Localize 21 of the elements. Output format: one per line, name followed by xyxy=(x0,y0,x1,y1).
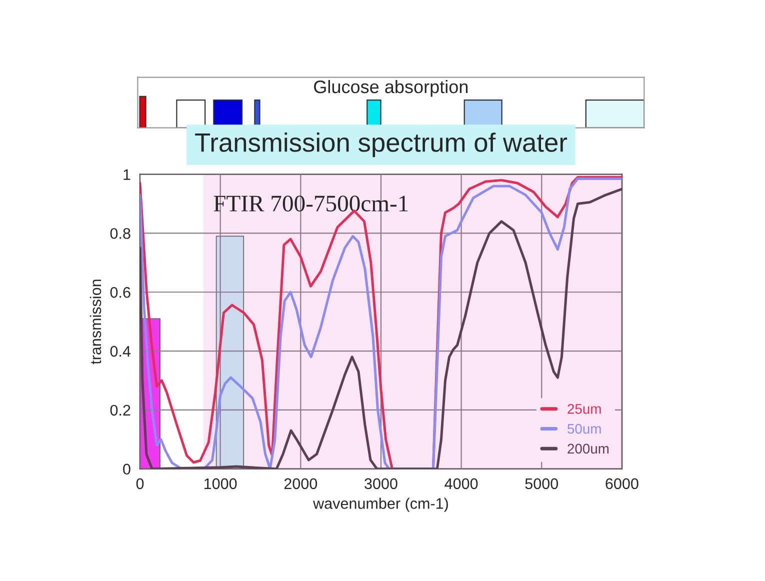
text: Glucose absorption xyxy=(314,80,468,97)
y-tick-label: 1 xyxy=(124,169,130,180)
x-tick-label: 4000 xyxy=(444,478,478,490)
y-tick-label: 0.8 xyxy=(110,228,130,239)
x-tick-label: 2000 xyxy=(284,478,318,490)
band-label: FTIR 700-7500cm-1 xyxy=(214,196,408,212)
y-axis-title: transmission xyxy=(90,280,102,364)
x-tick-label: 1000 xyxy=(204,478,237,490)
y-tick-label: 0 xyxy=(123,464,130,475)
x-tick-label: 5000 xyxy=(525,478,558,490)
chart-title: Transmission spectrum of water xyxy=(195,132,568,158)
y-tick-label: 0.4 xyxy=(110,346,131,357)
y-tick-label: 0.2 xyxy=(110,404,130,416)
y-tick-label: 0.6 xyxy=(110,286,130,298)
legend-label: 200um xyxy=(568,444,609,454)
x-axis-title: wavenumber (cm-1) xyxy=(313,498,448,512)
x-tick-label: 0 xyxy=(136,478,144,490)
x-tick-label: 3000 xyxy=(364,478,398,490)
legend-label: 50um xyxy=(568,424,601,434)
x-tick-label: 6000 xyxy=(606,478,638,490)
legend-label: 25um xyxy=(568,404,601,414)
